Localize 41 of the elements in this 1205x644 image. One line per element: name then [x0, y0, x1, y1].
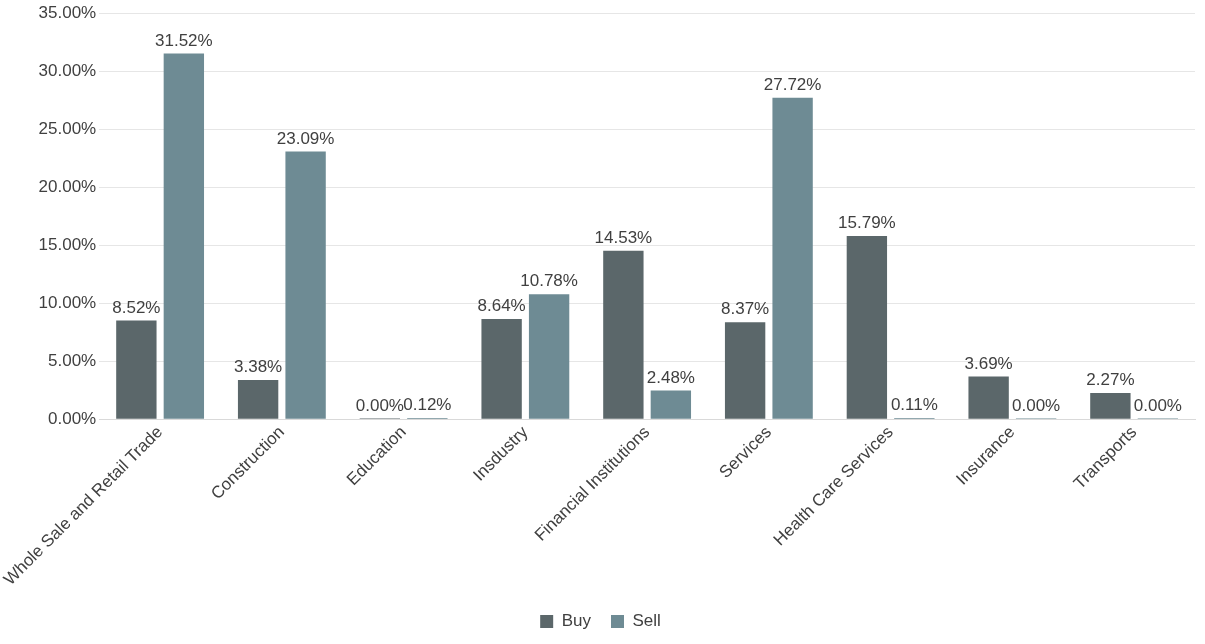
bar: [481, 319, 522, 419]
data-label: 10.78%: [520, 271, 578, 291]
data-label: 15.79%: [838, 213, 896, 233]
data-label: 3.38%: [234, 357, 283, 377]
bar: [528, 294, 570, 419]
data-label: 8.52%: [112, 297, 161, 317]
data-label: 8.64%: [477, 296, 526, 316]
bar: [163, 53, 205, 419]
data-label: 8.37%: [721, 299, 770, 319]
y-tick-label: 0.00%: [48, 409, 97, 429]
data-label: 0.00%: [1133, 395, 1182, 415]
data-label: 23.09%: [276, 128, 335, 148]
y-tick-label: 30.00%: [38, 60, 97, 80]
y-tick-label: 25.00%: [38, 118, 97, 138]
bar: [1090, 393, 1131, 419]
y-tick-label: 15.00%: [38, 234, 97, 254]
data-label: 14.53%: [594, 227, 653, 247]
bar: [968, 376, 1009, 419]
y-tick-label: 5.00%: [48, 351, 97, 371]
data-label: 31.52%: [155, 30, 213, 50]
data-label: 0.11%: [890, 395, 938, 415]
bar: [603, 250, 644, 419]
bar: [116, 320, 157, 419]
bar: [285, 151, 326, 419]
bar: [724, 322, 766, 419]
data-label: 2.27%: [1086, 370, 1135, 390]
bar: [846, 236, 888, 419]
bar: [650, 390, 692, 419]
data-label: 0.00%: [1012, 395, 1061, 415]
data-label: 27.72%: [763, 74, 822, 94]
y-tick-label: 35.00%: [38, 2, 97, 22]
data-label: 0.12%: [403, 395, 452, 415]
data-label: 0.00%: [355, 395, 404, 415]
legend-label: Buy: [561, 611, 592, 631]
y-tick-label: 10.00%: [38, 292, 97, 312]
bar: [772, 97, 813, 419]
bar: [237, 380, 279, 419]
y-tick-label: 20.00%: [38, 176, 97, 196]
data-label: 2.48%: [646, 367, 695, 387]
data-label: 3.69%: [964, 353, 1013, 373]
legend-label: Sell: [632, 611, 661, 631]
